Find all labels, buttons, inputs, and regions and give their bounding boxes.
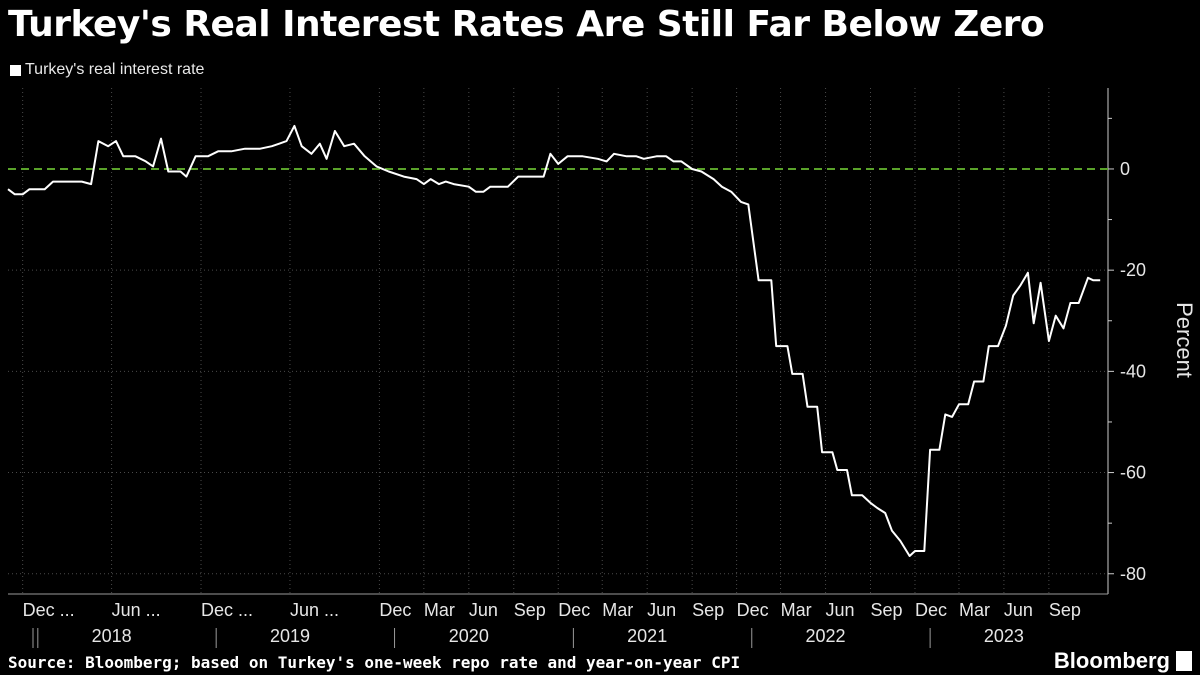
x-tick-label: Sep <box>871 600 903 620</box>
y-tick-label: -80 <box>1120 564 1146 584</box>
year-label: 2018 <box>92 626 132 646</box>
x-tick-label: Jun <box>826 600 855 620</box>
x-tick-label: Jun <box>469 600 498 620</box>
year-label: 2020 <box>449 626 489 646</box>
y-tick-label: -40 <box>1120 361 1146 381</box>
x-tick-label: Jun ... <box>290 600 339 620</box>
brand-name: Bloomberg <box>1053 648 1170 673</box>
y-tick-label: -60 <box>1120 463 1146 483</box>
x-tick-label: Dec <box>558 600 590 620</box>
x-tick-label: Sep <box>692 600 724 620</box>
x-tick-label: Mar <box>602 600 633 620</box>
x-tick-label: Mar <box>424 600 455 620</box>
legend: Turkey's real interest rate <box>10 61 204 79</box>
year-label: 2023 <box>984 626 1024 646</box>
footer-source: Source: Bloomberg; based on Turkey's one… <box>8 653 741 672</box>
x-tick-label: Sep <box>514 600 546 620</box>
y-axis-label: Percent <box>1172 302 1197 378</box>
x-tick-label: Dec <box>915 600 947 620</box>
legend-label: Turkey's real interest rate <box>25 61 205 78</box>
x-tick-label: Mar <box>781 600 812 620</box>
year-label: 2019 <box>270 626 310 646</box>
legend-swatch <box>10 64 21 76</box>
x-tick-label: Dec ... <box>23 600 75 620</box>
x-tick-label: Jun ... <box>112 600 161 620</box>
chart-title: Turkey's Real Interest Rates Are Still F… <box>8 4 1045 45</box>
x-tick-label: Dec ... <box>201 600 253 620</box>
bloomberg-logo-icon <box>1176 651 1192 671</box>
x-tick-label: Dec <box>379 600 411 620</box>
year-label: 2021 <box>627 626 667 646</box>
x-tick-label: Jun <box>1004 600 1033 620</box>
y-tick-label: -20 <box>1120 260 1146 280</box>
x-tick-label: Dec <box>737 600 769 620</box>
x-tick-label: Sep <box>1049 600 1081 620</box>
x-tick-label: Mar <box>959 600 990 620</box>
x-tick-label: Jun <box>647 600 676 620</box>
year-label: 2022 <box>806 626 846 646</box>
series-line <box>7 124 1101 557</box>
y-tick-label: 0 <box>1120 159 1130 179</box>
brand: Bloomberg <box>1054 648 1192 674</box>
